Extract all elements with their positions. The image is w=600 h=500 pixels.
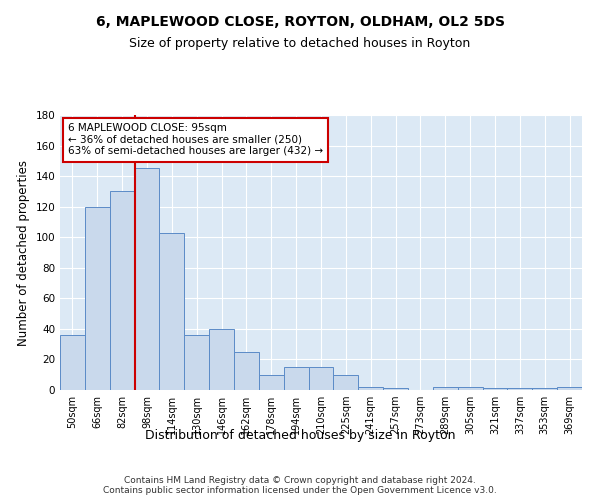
Bar bbox=[458, 387, 482, 390]
Bar bbox=[482, 388, 508, 390]
Text: Distribution of detached houses by size in Royton: Distribution of detached houses by size … bbox=[145, 428, 455, 442]
Bar bbox=[160, 232, 184, 390]
Bar bbox=[60, 335, 85, 390]
Bar bbox=[358, 387, 383, 390]
Bar bbox=[259, 374, 284, 390]
Bar bbox=[433, 387, 458, 390]
Bar bbox=[134, 168, 160, 390]
Bar bbox=[184, 335, 209, 390]
Text: Size of property relative to detached houses in Royton: Size of property relative to detached ho… bbox=[130, 38, 470, 51]
Bar bbox=[508, 388, 532, 390]
Bar bbox=[234, 352, 259, 390]
Bar bbox=[110, 192, 134, 390]
Bar bbox=[284, 367, 308, 390]
Bar bbox=[383, 388, 408, 390]
Text: Contains HM Land Registry data © Crown copyright and database right 2024.
Contai: Contains HM Land Registry data © Crown c… bbox=[103, 476, 497, 495]
Bar bbox=[308, 367, 334, 390]
Bar bbox=[334, 374, 358, 390]
Bar bbox=[209, 329, 234, 390]
Bar bbox=[85, 206, 110, 390]
Bar bbox=[532, 388, 557, 390]
Text: 6, MAPLEWOOD CLOSE, ROYTON, OLDHAM, OL2 5DS: 6, MAPLEWOOD CLOSE, ROYTON, OLDHAM, OL2 … bbox=[95, 15, 505, 29]
Bar bbox=[557, 387, 582, 390]
Text: 6 MAPLEWOOD CLOSE: 95sqm
← 36% of detached houses are smaller (250)
63% of semi-: 6 MAPLEWOOD CLOSE: 95sqm ← 36% of detach… bbox=[68, 123, 323, 156]
Y-axis label: Number of detached properties: Number of detached properties bbox=[17, 160, 30, 346]
